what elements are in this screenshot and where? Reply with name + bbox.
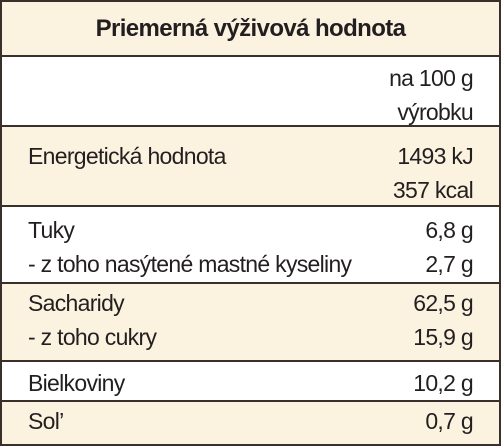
value-cell: 10,2 g — [413, 366, 473, 400]
row-value: 6,8 g — [425, 217, 473, 243]
label-cell: Energetická hodnota — [28, 139, 226, 173]
column-header-text: výrobku — [397, 99, 473, 125]
column-header-row: na 100 g výrobku — [2, 55, 499, 125]
label-cell: Sacharidy - z toho cukry — [28, 286, 157, 354]
table-row: Bielkoviny 10,2 g — [2, 360, 499, 400]
row-label: - z toho cukry — [28, 324, 157, 350]
row-value: 15,9 g — [413, 324, 473, 350]
label-cell: Sol’ — [28, 404, 64, 438]
value-cell: 1493 kJ 357 kcal — [392, 139, 474, 207]
row-value: 10,2 g — [413, 370, 473, 396]
value-cell: 6,8 g 2,7 g — [425, 213, 473, 281]
row-value: 1493 kJ — [397, 143, 473, 169]
value-cell: 62,5 g 15,9 g — [413, 286, 473, 354]
row-label: Tuky — [28, 217, 75, 243]
label-cell: Tuky - z toho nasýtené mastné kyseliny — [28, 213, 352, 281]
column-header-text: na 100 g — [389, 65, 474, 91]
value-cell: 0,7 g — [425, 404, 473, 438]
label-cell: Bielkoviny — [28, 366, 125, 400]
row-value: 0,7 g — [425, 408, 473, 434]
table-row: Energetická hodnota 1493 kJ 357 kcal — [2, 125, 499, 205]
row-value: 2,7 g — [425, 251, 473, 277]
value-cell: na 100 g výrobku — [389, 61, 474, 129]
table-row: Tuky - z toho nasýtené mastné kyseliny 6,8… — [2, 205, 499, 282]
row-label: Sacharidy — [28, 290, 125, 316]
table-row: Sol’ 0,7 g — [2, 400, 499, 444]
row-value: 357 kcal — [392, 177, 474, 203]
row-value: 62,5 g — [413, 290, 473, 316]
row-label: Sol’ — [28, 408, 64, 434]
row-label: Bielkoviny — [28, 370, 125, 396]
row-label: Energetická hodnota — [28, 143, 226, 169]
table-title: Priemerná výživová hodnota — [2, 2, 499, 55]
row-label: - z toho nasýtené mastné kyseliny — [28, 251, 352, 277]
table-row: Sacharidy - z toho cukry 62,5 g 15,9 g — [2, 282, 499, 360]
